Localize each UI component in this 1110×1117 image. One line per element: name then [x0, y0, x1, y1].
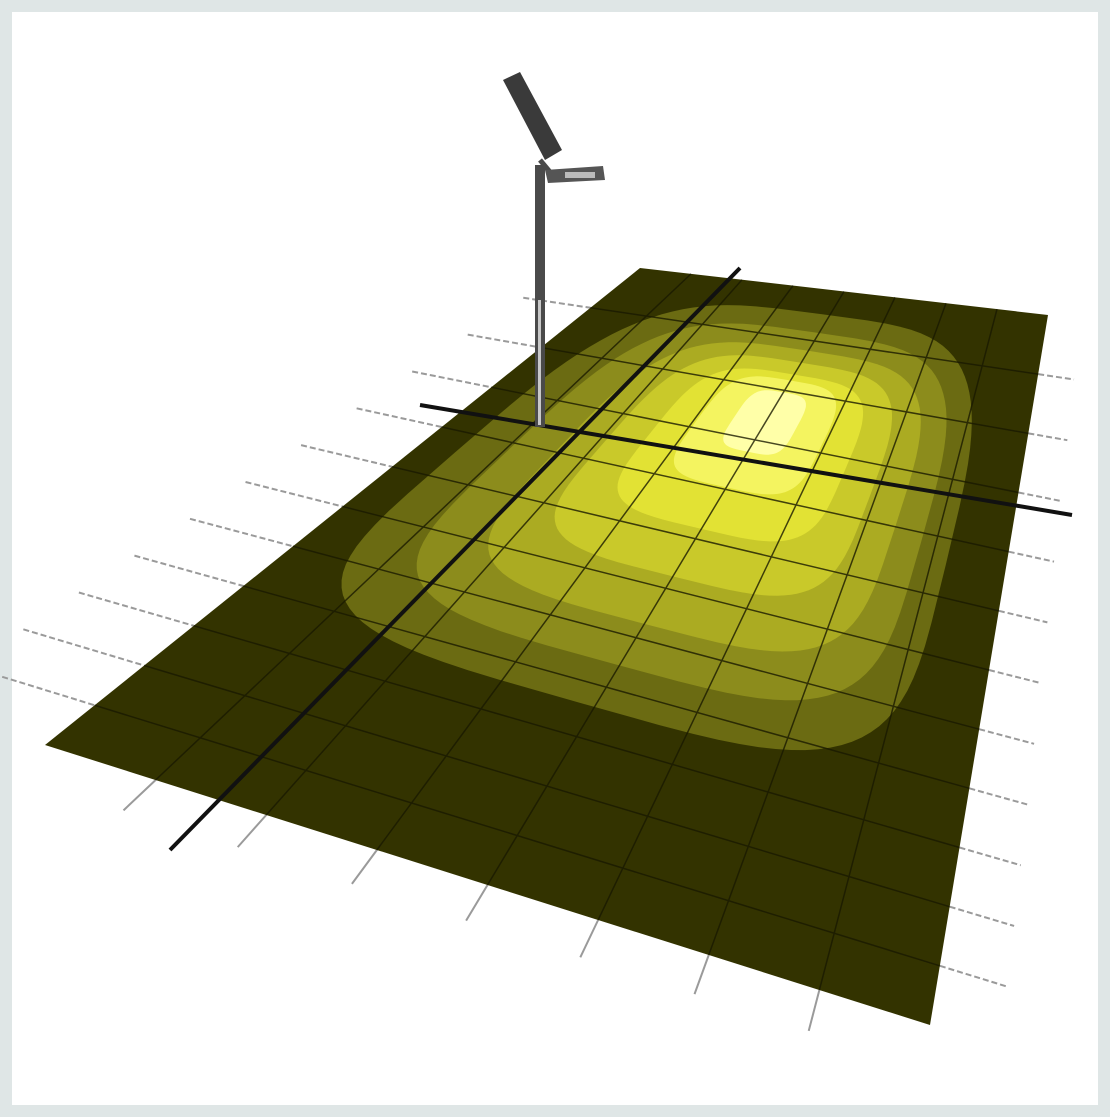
- edge-tick: [78, 591, 195, 627]
- solar-panel: [503, 72, 562, 160]
- edge-tick: [300, 444, 393, 468]
- edge-tick: [807, 989, 821, 1032]
- edge-tick: [523, 296, 591, 309]
- edge-tick: [467, 333, 542, 349]
- grid-line: [265, 279, 743, 816]
- edge-tick: [1018, 491, 1061, 502]
- edge-tick: [1008, 550, 1055, 563]
- axis-line: [419, 403, 1073, 517]
- edge-tick: [693, 954, 710, 995]
- edge-tick: [939, 964, 1008, 988]
- edge-tick: [978, 728, 1035, 745]
- grid: [94, 273, 1039, 991]
- edge-tick: [23, 628, 145, 667]
- edge-tick: [949, 905, 1015, 927]
- pole: [535, 165, 545, 427]
- edge-tick: [1038, 373, 1075, 381]
- edge-tick: [465, 884, 489, 922]
- grid-line: [155, 273, 692, 781]
- edge-tick: [245, 481, 343, 508]
- grid-line: [708, 302, 947, 956]
- edge-tick: [356, 407, 442, 428]
- grid-line: [818, 308, 998, 991]
- edge-tick: [236, 814, 267, 848]
- grid-line: [486, 291, 845, 886]
- edge-tick: [351, 849, 378, 885]
- edge-tick: [998, 609, 1048, 624]
- edge-tick: [1028, 432, 1068, 442]
- grid-line: [376, 285, 794, 851]
- edge-tick: [122, 779, 157, 812]
- edge-tick: [969, 787, 1028, 806]
- edge-tick: [579, 919, 600, 958]
- edge-tick: [0, 675, 95, 707]
- edge-tick: [411, 370, 492, 389]
- pole-highlight: [538, 300, 541, 425]
- light-pole: [503, 72, 605, 427]
- edge-tick: [134, 554, 244, 587]
- edge-tick: [959, 846, 1022, 867]
- grid-line: [597, 297, 896, 921]
- luminaire-lens: [565, 172, 595, 178]
- axis-line: [168, 266, 742, 852]
- outer-ticks: [0, 296, 1075, 1032]
